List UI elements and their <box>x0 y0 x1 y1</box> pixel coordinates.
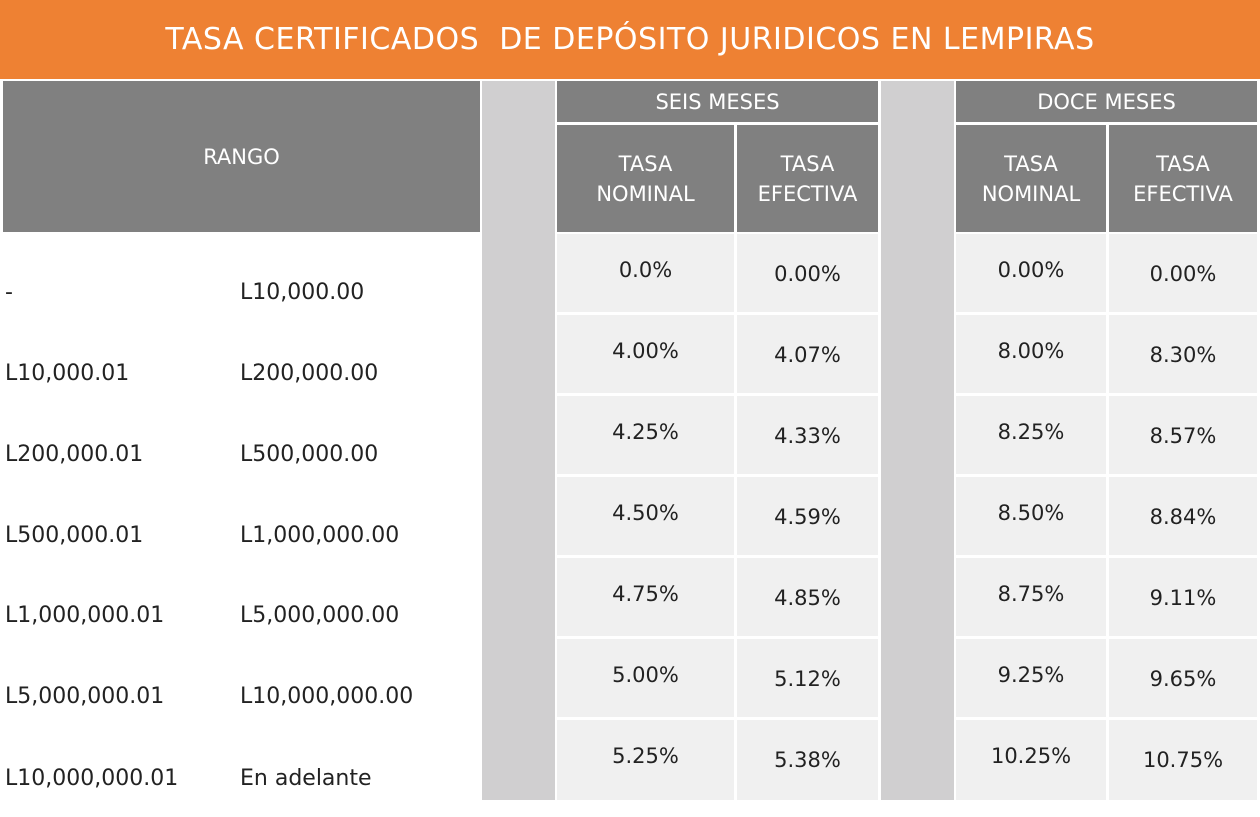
six-efectiva-value: 0.00% <box>774 262 841 286</box>
six-nominal-value: 5.00% <box>612 663 679 687</box>
range-from: L10,000.01 <box>5 361 130 386</box>
six-efectiva-cell: 5.38% <box>737 720 878 800</box>
six-nominal-value: 4.25% <box>612 420 679 444</box>
twelve-efectiva-cell: 10.75% <box>1109 720 1257 800</box>
range-from: L500,000.01 <box>5 523 144 548</box>
six-efectiva-value: 5.12% <box>774 667 841 691</box>
header-doce-meses-label: DOCE MESES <box>1037 89 1176 114</box>
six-efectiva-value: 4.85% <box>774 586 841 610</box>
header-seis-tasa-efectiva-label: TASA EFECTIVA <box>757 151 858 206</box>
range-from: L1,000,000.01 <box>5 603 165 628</box>
twelve-efectiva-cell: 9.65% <box>1109 639 1257 717</box>
twelve-efectiva-cell: 9.11% <box>1109 558 1257 636</box>
twelve-nominal-value: 10.25% <box>990 744 1072 768</box>
header-seis-meses: SEIS MESES <box>557 81 878 122</box>
twelve-efectiva-value: 8.30% <box>1149 343 1217 367</box>
twelve-nominal-cell: 8.50% <box>956 477 1106 555</box>
six-nominal-cell: 5.00% <box>557 639 734 717</box>
twelve-efectiva-value: 0.00% <box>1149 262 1217 286</box>
twelve-efectiva-cell: 8.84% <box>1109 477 1257 555</box>
range-to: L200,000.00 <box>240 361 379 386</box>
twelve-efectiva-value: 10.75% <box>1142 748 1224 772</box>
six-efectiva-value: 4.07% <box>774 343 841 367</box>
six-nominal-value: 4.50% <box>612 501 679 525</box>
header-rango: RANGO <box>3 81 480 232</box>
header-doce-tasa-nominal-label: TASA NOMINAL <box>981 151 1081 206</box>
six-efectiva-value: 5.38% <box>774 748 841 772</box>
six-nominal-cell: 5.25% <box>557 720 734 800</box>
range-from: - <box>5 280 13 305</box>
six-nominal-cell: 0.0% <box>557 234 734 312</box>
header-doce-tasa-efectiva: TASA EFECTIVA <box>1109 125 1257 232</box>
twelve-efectiva-value: 9.65% <box>1149 667 1217 691</box>
twelve-nominal-cell: 8.00% <box>956 315 1106 393</box>
header-doce-meses: DOCE MESES <box>956 81 1257 122</box>
header-seis-tasa-efectiva: TASA EFECTIVA <box>737 125 878 232</box>
header-seis-tasa-nominal-label: TASA NOMINAL <box>596 151 695 206</box>
twelve-efectiva-value: 8.84% <box>1149 505 1217 529</box>
six-efectiva-cell: 4.85% <box>737 558 878 636</box>
six-nominal-value: 4.00% <box>612 339 679 363</box>
twelve-efectiva-cell: 8.57% <box>1109 396 1257 474</box>
six-nominal-cell: 4.75% <box>557 558 734 636</box>
six-efectiva-cell: 4.33% <box>737 396 878 474</box>
twelve-nominal-cell: 10.25% <box>956 720 1106 800</box>
twelve-nominal-value: 8.00% <box>997 339 1065 363</box>
twelve-efectiva-value: 8.57% <box>1149 424 1217 448</box>
twelve-nominal-cell: 8.75% <box>956 558 1106 636</box>
six-nominal-cell: 4.25% <box>557 396 734 474</box>
twelve-nominal-value: 8.75% <box>997 582 1065 606</box>
range-to: L10,000,000.00 <box>240 684 414 709</box>
six-efectiva-cell: 4.59% <box>737 477 878 555</box>
twelve-nominal-value: 0.00% <box>997 258 1065 282</box>
range-to: L1,000,000.00 <box>240 523 400 548</box>
twelve-nominal-value: 8.25% <box>997 420 1065 444</box>
range-from: L10,000,000.01 <box>5 766 179 791</box>
six-efectiva-value: 4.59% <box>774 505 841 529</box>
header-rango-label: RANGO <box>203 144 280 169</box>
twelve-nominal-cell: 0.00% <box>956 234 1106 312</box>
six-efectiva-cell: 5.12% <box>737 639 878 717</box>
twelve-efectiva-value: 9.11% <box>1149 586 1217 610</box>
six-nominal-value: 5.25% <box>612 744 679 768</box>
spacer-column-2 <box>881 81 954 800</box>
six-nominal-value: 0.0% <box>618 258 673 282</box>
range-from: L200,000.01 <box>5 442 144 467</box>
range-to: L10,000.00 <box>240 280 365 305</box>
six-efectiva-cell: 0.00% <box>737 234 878 312</box>
header-seis-tasa-nominal: TASA NOMINAL <box>557 125 734 232</box>
range-to: L5,000,000.00 <box>240 603 400 628</box>
twelve-nominal-value: 9.25% <box>997 663 1065 687</box>
six-efectiva-cell: 4.07% <box>737 315 878 393</box>
twelve-nominal-cell: 8.25% <box>956 396 1106 474</box>
six-efectiva-value: 4.33% <box>774 424 841 448</box>
six-nominal-cell: 4.50% <box>557 477 734 555</box>
header-seis-meses-label: SEIS MESES <box>655 89 780 114</box>
twelve-efectiva-cell: 0.00% <box>1109 234 1257 312</box>
spacer-column-1 <box>482 81 555 800</box>
range-to: En adelante <box>240 766 372 791</box>
six-nominal-cell: 4.00% <box>557 315 734 393</box>
range-to: L500,000.00 <box>240 442 379 467</box>
range-from: L5,000,000.01 <box>5 684 165 709</box>
twelve-efectiva-cell: 8.30% <box>1109 315 1257 393</box>
header-doce-tasa-efectiva-label: TASA EFECTIVA <box>1133 151 1233 206</box>
table-title: TASA CERTIFICADOS DE DEPÓSITO JURIDICOS … <box>0 0 1260 79</box>
header-doce-tasa-nominal: TASA NOMINAL <box>956 125 1106 232</box>
twelve-nominal-value: 8.50% <box>997 501 1065 525</box>
twelve-nominal-cell: 9.25% <box>956 639 1106 717</box>
six-nominal-value: 4.75% <box>612 582 679 606</box>
